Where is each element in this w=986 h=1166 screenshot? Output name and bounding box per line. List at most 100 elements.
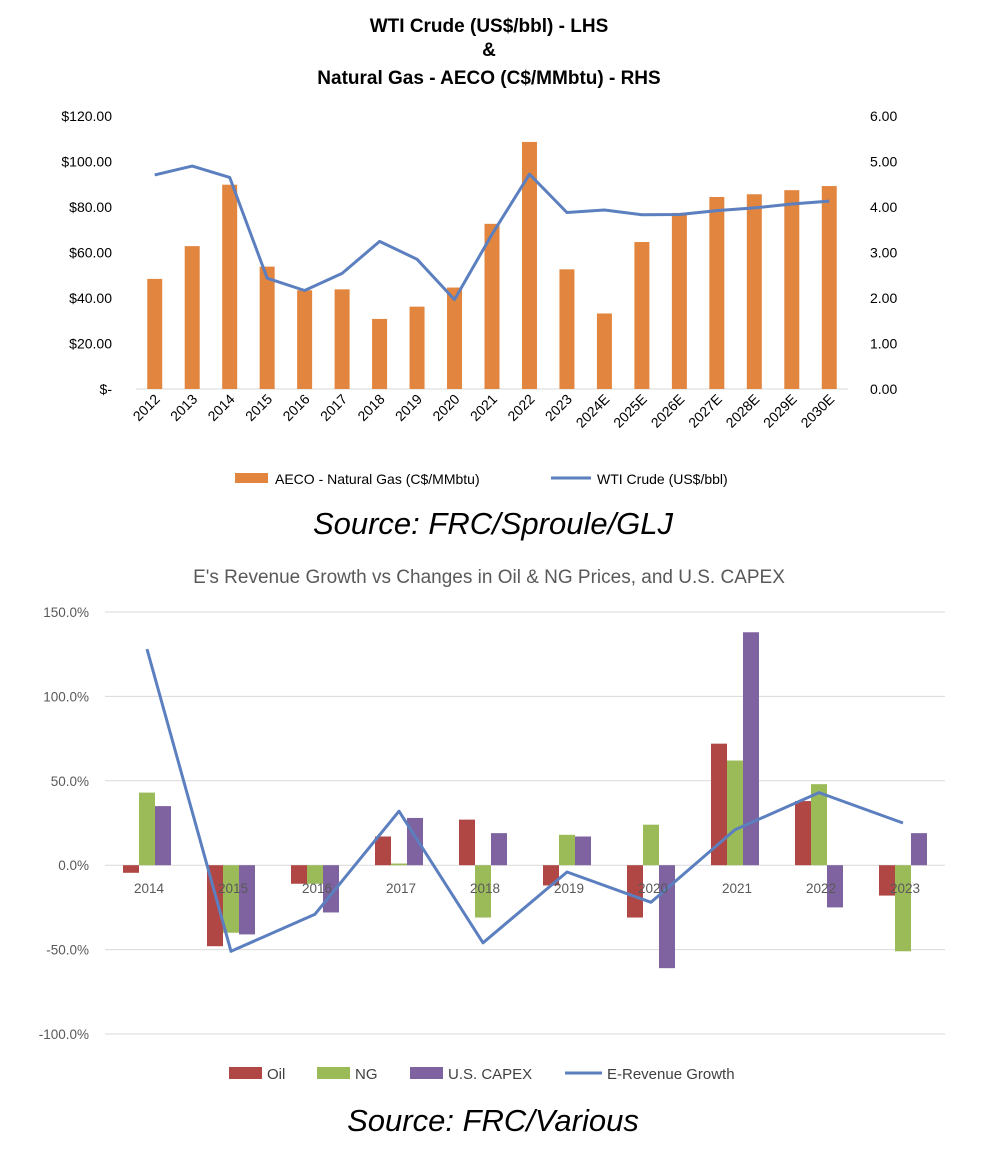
legend-label-oil: Oil bbox=[267, 1066, 285, 1083]
oil-bar-2014 bbox=[123, 865, 139, 873]
chart2-bars bbox=[123, 632, 927, 969]
ng-bar-2015 bbox=[223, 865, 239, 933]
capex-bar-2022 bbox=[827, 865, 843, 908]
x-tick-label: 2013 bbox=[167, 391, 200, 424]
x-tick-label: 2017 bbox=[386, 881, 416, 896]
aeco-bar-2030E bbox=[821, 186, 837, 389]
x-tick-label: 2030E bbox=[797, 391, 837, 431]
right-tick-label: 5.00 bbox=[870, 154, 897, 170]
x-tick-label: 2016 bbox=[279, 391, 312, 424]
x-tick-label: 2026E bbox=[648, 391, 688, 431]
ng-bar-2019 bbox=[559, 834, 575, 866]
chart2-legend: Oil NG U.S. CAPEX E-Revenue Growth bbox=[229, 1066, 735, 1083]
oil-bar-2020 bbox=[627, 865, 643, 918]
chart1-aeco-bars bbox=[147, 141, 837, 389]
x-tick-label: 2015 bbox=[242, 391, 275, 424]
aeco-bar-2013 bbox=[184, 246, 200, 389]
aeco-bar-2016 bbox=[297, 290, 313, 389]
legend-swatch-oil bbox=[229, 1067, 262, 1079]
right-tick-label: 4.00 bbox=[870, 199, 897, 215]
aeco-bar-2023 bbox=[559, 269, 575, 389]
ng-bar-2018 bbox=[475, 865, 491, 918]
chart1-left-axis: $- $20.00 $40.00 $60.00 $80.00 $100.00 $120.00 bbox=[61, 108, 112, 397]
x-tick-label: 2022 bbox=[504, 391, 537, 424]
x-tick-label: 2023 bbox=[890, 881, 920, 896]
aeco-bar-2014 bbox=[222, 184, 238, 389]
x-tick-label: 2020 bbox=[429, 391, 462, 424]
aeco-bar-2026E bbox=[671, 212, 687, 389]
x-tick-label: 2014 bbox=[134, 881, 165, 896]
left-tick-label: $60.00 bbox=[69, 245, 112, 261]
aeco-bar-2029E bbox=[784, 190, 800, 389]
x-tick-label: 2015 bbox=[218, 881, 248, 896]
aeco-bar-2022 bbox=[521, 141, 537, 389]
x-tick-label: 2019 bbox=[392, 391, 425, 424]
x-tick-label: 2027E bbox=[685, 391, 725, 431]
aeco-bar-2027E bbox=[709, 196, 725, 389]
aeco-bar-2025E bbox=[634, 242, 650, 389]
x-tick-label: 2017 bbox=[317, 391, 350, 424]
chart2-gridlines bbox=[105, 611, 945, 1035]
left-tick-label: $20.00 bbox=[69, 336, 112, 352]
x-tick-label: 2020 bbox=[638, 881, 668, 896]
legend-label-wti: WTI Crude (US$/bbl) bbox=[597, 471, 728, 487]
ng-bar-2017 bbox=[391, 863, 407, 866]
right-tick-label: 1.00 bbox=[870, 336, 897, 352]
aeco-bar-2024E bbox=[596, 313, 612, 389]
chart1-title-line3: Natural Gas - AECO (C$/MMbtu) - RHS bbox=[317, 68, 660, 89]
wti-aeco-chart: WTI Crude (US$/bbl) - LHS & Natural Gas … bbox=[61, 16, 897, 487]
revenue-growth-chart: E's Revenue Growth vs Changes in Oil & N… bbox=[39, 567, 945, 1083]
y-tick-label: -50.0% bbox=[46, 943, 89, 958]
capex-bar-2018 bbox=[491, 833, 507, 866]
x-tick-label: 2012 bbox=[130, 391, 163, 424]
chart2-x-axis: 2014 2015 2016 2017 2018 2019 2020 2021 2022 2023 bbox=[134, 881, 920, 896]
legend-label-ng: NG bbox=[355, 1066, 378, 1083]
oil-bar-2017 bbox=[375, 836, 391, 866]
x-tick-label: 2025E bbox=[610, 391, 650, 431]
aeco-bar-2020 bbox=[447, 287, 463, 389]
aeco-bar-2019 bbox=[409, 306, 425, 389]
legend-swatch-ng bbox=[317, 1067, 350, 1079]
y-tick-label: 0.0% bbox=[58, 858, 89, 873]
source-note-chart1: Source: FRC/Sproule/GLJ bbox=[312, 506, 674, 541]
ng-bar-2023 bbox=[895, 865, 911, 952]
source-note-chart2: Source: FRC/Various bbox=[347, 1103, 639, 1138]
capex-bar-2021 bbox=[743, 632, 759, 866]
y-tick-label: 150.0% bbox=[43, 605, 89, 620]
x-tick-label: 2016 bbox=[302, 881, 332, 896]
chart2-y-axis: -100.0% -50.0% 0.0% 50.0% 100.0% 150.0% bbox=[39, 605, 89, 1042]
chart1-title-line1: WTI Crude (US$/bbl) - LHS bbox=[370, 16, 609, 37]
ng-bar-2016 bbox=[307, 865, 323, 884]
left-tick-label: $- bbox=[100, 381, 113, 397]
capex-bar-2014 bbox=[155, 806, 171, 866]
ng-bar-2014 bbox=[139, 792, 155, 866]
legend-swatch-aeco bbox=[235, 473, 268, 483]
oil-bar-2022 bbox=[795, 801, 811, 866]
ng-bar-2022 bbox=[811, 784, 827, 866]
y-tick-label: 50.0% bbox=[51, 774, 89, 789]
ng-bar-2020 bbox=[643, 824, 659, 866]
left-tick-label: $100.00 bbox=[61, 154, 112, 170]
x-tick-label: 2029E bbox=[760, 391, 800, 431]
chart1-title-line2: & bbox=[482, 40, 496, 61]
oil-bar-2016 bbox=[291, 865, 307, 884]
right-tick-label: 0.00 bbox=[870, 381, 897, 397]
oil-bar-2018 bbox=[459, 819, 475, 866]
legend-label-revenue: E-Revenue Growth bbox=[607, 1066, 735, 1083]
ng-bar-2021 bbox=[727, 760, 743, 866]
y-tick-label: 100.0% bbox=[43, 689, 89, 704]
x-tick-label: 2021 bbox=[722, 881, 752, 896]
chart1-right-axis: 0.00 1.00 2.00 3.00 4.00 5.00 6.00 bbox=[870, 108, 897, 397]
aeco-bar-2018 bbox=[372, 318, 388, 389]
chart1-legend: AECO - Natural Gas (C$/MMbtu) WTI Crude … bbox=[235, 471, 728, 487]
x-tick-label: 2023 bbox=[542, 391, 575, 424]
oil-bar-2015 bbox=[207, 865, 223, 947]
chart2-revenue-line bbox=[145, 648, 904, 953]
legend-label-aeco: AECO - Natural Gas (C$/MMbtu) bbox=[275, 471, 480, 487]
aeco-bar-2028E bbox=[746, 194, 762, 389]
x-tick-label: 2022 bbox=[806, 881, 836, 896]
capex-bar-2023 bbox=[911, 833, 927, 866]
x-tick-label: 2024E bbox=[573, 391, 613, 431]
oil-bar-2021 bbox=[711, 743, 727, 866]
capex-bar-2015 bbox=[239, 865, 255, 935]
